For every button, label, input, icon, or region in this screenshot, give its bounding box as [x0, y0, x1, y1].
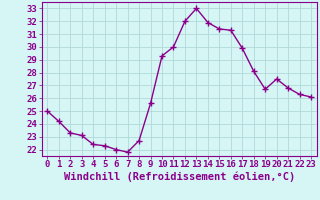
X-axis label: Windchill (Refroidissement éolien,°C): Windchill (Refroidissement éolien,°C): [64, 172, 295, 182]
